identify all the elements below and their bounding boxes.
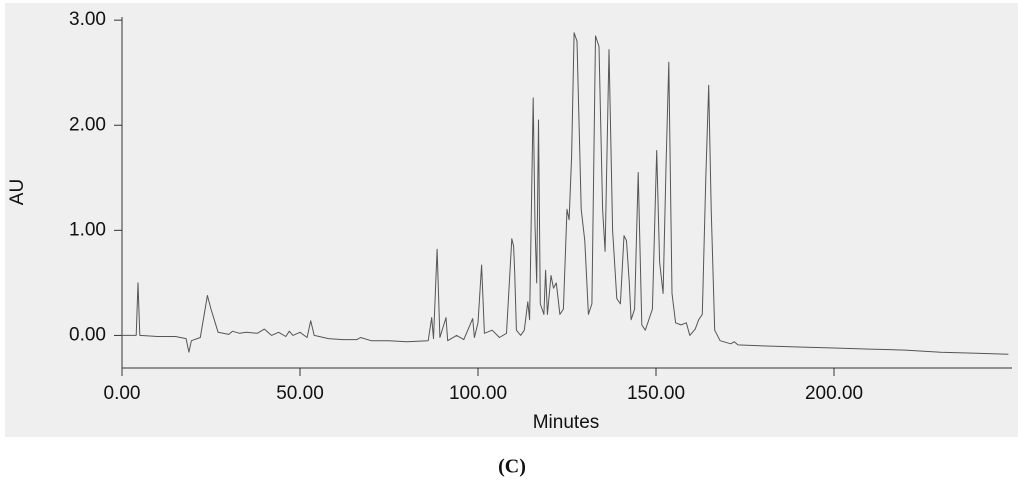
x-tick-label: 100.00 [449, 383, 507, 404]
x-tick-label: 0.00 [104, 383, 141, 404]
x-tick-label: 200.00 [805, 383, 863, 404]
x-tick-label: 150.00 [627, 383, 685, 404]
y-axis-label: AU [7, 179, 28, 205]
panel [5, 3, 1018, 437]
chromatogram-line [122, 32, 1009, 355]
y-tick-label: 0.00 [69, 324, 106, 345]
y-tick-label: 2.00 [69, 114, 106, 135]
chart-title: (C) [498, 456, 526, 478]
x-axis-label: Minutes [533, 412, 600, 433]
y-tick-label: 1.00 [69, 219, 106, 240]
y-tick-label: 3.00 [69, 9, 106, 30]
x-tick-label: 50.00 [276, 383, 324, 404]
